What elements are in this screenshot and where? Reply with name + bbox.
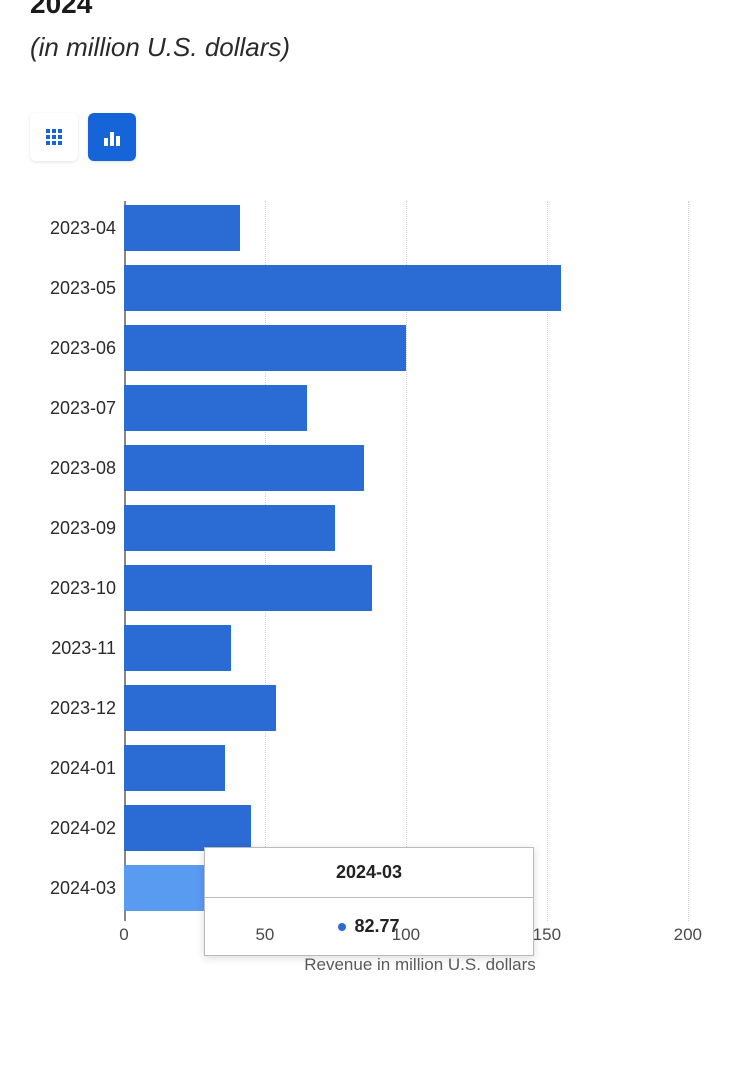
grid-icon <box>46 129 62 145</box>
bar-row: 2023-09 <box>124 505 716 551</box>
barchart-icon <box>104 128 120 146</box>
category-label: 2023-08 <box>30 445 116 491</box>
bar[interactable] <box>124 205 240 251</box>
bar-row: 2023-05 <box>124 265 716 311</box>
category-label: 2023-06 <box>30 325 116 371</box>
bar-row: 2023-06 <box>124 325 716 371</box>
x-tick-label: 150 <box>533 925 561 945</box>
bar[interactable] <box>124 625 231 671</box>
x-tick-label: 200 <box>674 925 702 945</box>
view-toggle-group <box>30 113 750 161</box>
bar[interactable] <box>124 445 364 491</box>
bar-row: 2023-07 <box>124 385 716 431</box>
tooltip: 2024-0382.77 <box>204 847 534 956</box>
category-label: 2023-11 <box>30 625 116 671</box>
table-view-button[interactable] <box>30 113 78 161</box>
chart-plot-area: 2023-04 2023-05 2023-06 2023-07 2023-08 2023-… <box>124 201 716 921</box>
category-label: 2024-03 <box>30 865 116 911</box>
x-tick-label: 100 <box>392 925 420 945</box>
bar-row: 2024-01 <box>124 745 716 791</box>
category-label: 2024-02 <box>30 805 116 851</box>
bar[interactable] <box>124 265 561 311</box>
x-axis-label: Revenue in million U.S. dollars <box>124 955 716 975</box>
category-label: 2024-01 <box>30 745 116 791</box>
bar-row: 2024-02 <box>124 805 716 851</box>
tooltip-title: 2024-03 <box>205 848 533 898</box>
page-title-partial: 2024 <box>30 0 720 18</box>
category-label: 2023-07 <box>30 385 116 431</box>
bar[interactable] <box>124 385 307 431</box>
bar-row: 2023-10 <box>124 565 716 611</box>
category-label: 2023-05 <box>30 265 116 311</box>
bar[interactable] <box>124 865 214 911</box>
bar[interactable] <box>124 565 372 611</box>
bar-row: 2023-08 <box>124 445 716 491</box>
category-label: 2023-04 <box>30 205 116 251</box>
bar[interactable] <box>124 685 276 731</box>
bar-row: 2023-11 <box>124 625 716 671</box>
bar[interactable] <box>124 745 225 791</box>
category-label: 2023-12 <box>30 685 116 731</box>
bar-row: 2023-12 <box>124 685 716 731</box>
bar[interactable] <box>124 325 406 371</box>
chart-view-button[interactable] <box>88 113 136 161</box>
bar-row: 2023-04 <box>124 205 716 251</box>
tooltip-value: 82.77 <box>205 898 533 955</box>
x-tick-label: 0 <box>119 925 128 945</box>
chart-container: 2023-042023-052023-062023-072023-082023-… <box>30 201 720 981</box>
bar[interactable] <box>124 505 335 551</box>
category-label: 2023-10 <box>30 565 116 611</box>
tooltip-dot-icon <box>338 923 346 931</box>
category-label: 2023-09 <box>30 505 116 551</box>
bar[interactable] <box>124 805 251 851</box>
page-subtitle: (in million U.S. dollars) <box>30 32 720 63</box>
x-tick-label: 50 <box>255 925 274 945</box>
